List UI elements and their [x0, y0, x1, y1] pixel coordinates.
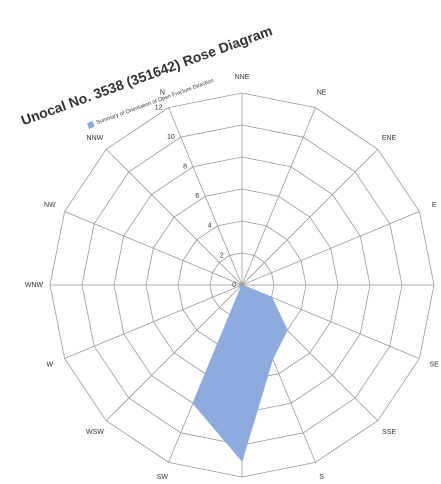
- category-label: NE: [317, 90, 327, 97]
- r-tick-label: 8: [183, 164, 187, 171]
- category-label: NW: [44, 202, 56, 209]
- category-label: N: [160, 90, 165, 97]
- category-label: NNE: [235, 74, 250, 81]
- category-label: NNW: [87, 135, 104, 142]
- spoke: [64, 211, 243, 286]
- category-label: WSW: [86, 429, 104, 436]
- spoke: [168, 107, 243, 286]
- r-tick-label: 10: [167, 134, 175, 141]
- spoke: [105, 148, 243, 286]
- category-label: SW: [157, 474, 169, 481]
- r-tick-label: 2: [220, 252, 224, 259]
- spoke: [241, 211, 420, 286]
- category-label: SE: [429, 361, 439, 368]
- category-label: ENE: [382, 135, 397, 142]
- category-label: S: [319, 474, 324, 481]
- r-tick-label: 6: [195, 193, 199, 200]
- legend-swatch: [86, 121, 95, 129]
- radar-area: [192, 284, 288, 463]
- category-label: E: [432, 202, 437, 209]
- spoke: [241, 107, 316, 286]
- spoke: [241, 148, 379, 286]
- category-label: WNW: [25, 282, 44, 289]
- spoke: [105, 284, 243, 422]
- category-label: W: [47, 361, 54, 368]
- category-label: SSE: [382, 429, 396, 436]
- spoke: [64, 284, 243, 359]
- r-tick-label: 12: [155, 104, 163, 111]
- r-tick-label: 4: [208, 223, 212, 230]
